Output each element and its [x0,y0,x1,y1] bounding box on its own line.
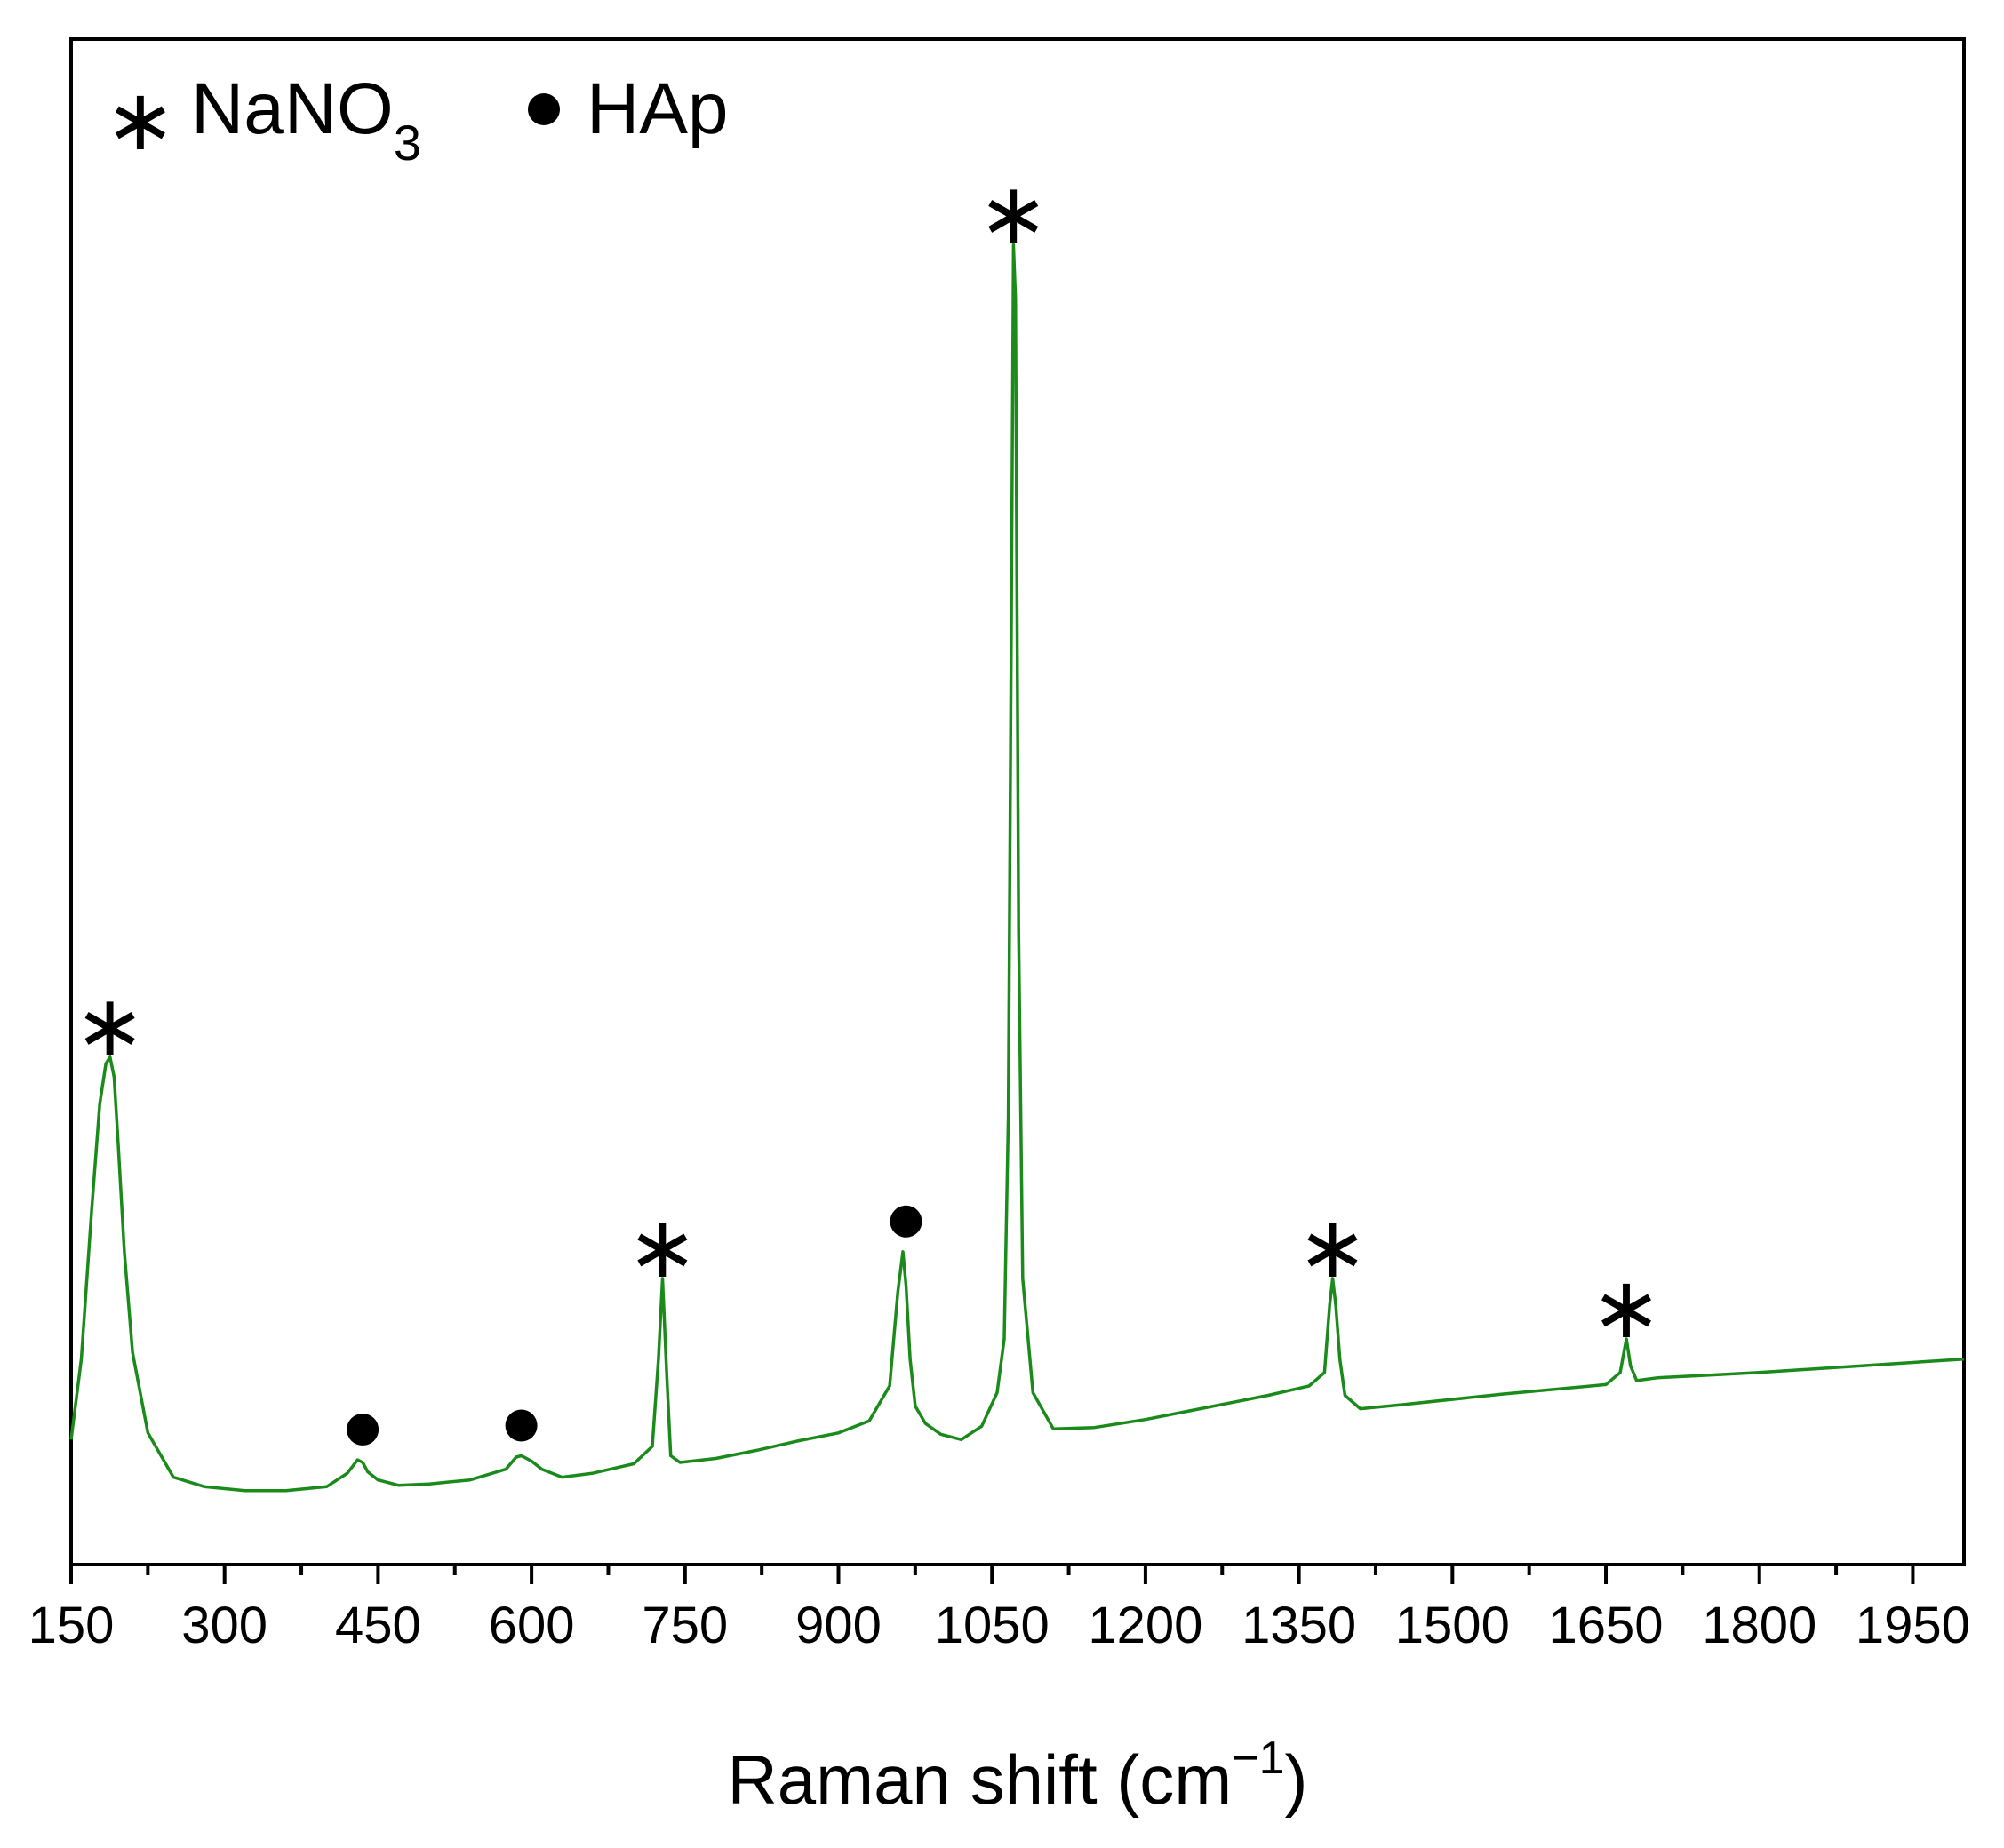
peak-markers: ∗ ∗ ∗ ∗ ∗ [75,164,1662,1446]
legend-hap-label: HAp [587,68,729,149]
hap-peak-marker [890,1205,922,1238]
plot-frame [69,37,1966,1566]
x-tick-label: 900 [795,1597,882,1654]
x-axis-ticks [69,1565,1915,1584]
x-axis-title-superscript: −1 [1232,1732,1284,1784]
x-tick-label: 750 [642,1597,728,1654]
legend-nano3-symbol: ∗ [105,70,176,170]
hap-peak-marker [347,1414,379,1446]
x-axis-tick-labels: 150 300 450 600 750 900 1050 1200 1350 1500 1650 18… [28,1597,1970,1654]
x-tick-label: 450 [335,1597,421,1654]
nano3-peak-marker: ∗ [75,976,146,1076]
legend-nano3-text: NaNO [191,68,394,149]
hap-peak-marker [505,1409,538,1442]
legend-nano3-subscript: 3 [394,115,421,171]
x-tick-label: 1350 [1242,1597,1356,1654]
x-axis-title-close: ) [1285,1740,1308,1819]
x-tick-label: 1200 [1088,1597,1202,1654]
legend-hap-dot [528,93,560,125]
legend: ∗ NaNO3 HAp [105,68,729,171]
nano3-peak-marker: ∗ [1591,1258,1662,1358]
nano3-peak-marker: ∗ [627,1198,698,1297]
x-tick-label: 600 [489,1597,575,1654]
x-tick-label: 300 [181,1597,267,1654]
nano3-peak-marker: ∗ [978,164,1049,264]
x-tick-label: 1050 [935,1597,1050,1654]
x-tick-label: 1500 [1395,1597,1510,1654]
x-tick-label: 1800 [1702,1597,1816,1654]
legend-nano3-label: NaNO3 [191,68,421,171]
nano3-peak-marker: ∗ [1297,1198,1368,1297]
spectrum-line [69,243,1965,1493]
x-axis-title: Raman shift (cm−1) [727,1732,1307,1819]
x-tick-label: 1650 [1549,1597,1664,1654]
x-axis-title-text: Raman shift (cm [727,1740,1232,1819]
x-tick-label: 1950 [1856,1597,1970,1654]
x-tick-label: 150 [28,1597,115,1654]
